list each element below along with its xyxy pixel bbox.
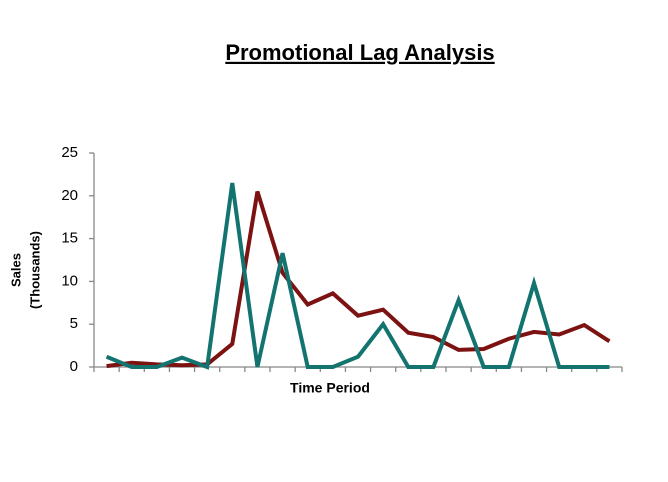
y-tick-label: 0 — [70, 358, 78, 375]
series-line — [105, 182, 610, 370]
y-tick-label: 20 — [61, 187, 78, 204]
series-line — [106, 190, 611, 369]
y-axis-label: Sales — [8, 253, 23, 287]
chart-title: Promotional Lag Analysis — [225, 40, 494, 65]
y-axis-label: (Thousands) — [27, 231, 42, 309]
x-axis-label: Time Period — [290, 380, 370, 396]
y-tick-label: 15 — [61, 230, 78, 247]
y-tick-label: 25 — [61, 144, 78, 161]
y-tick-label: 5 — [70, 315, 78, 332]
y-tick-label: 10 — [61, 272, 78, 289]
